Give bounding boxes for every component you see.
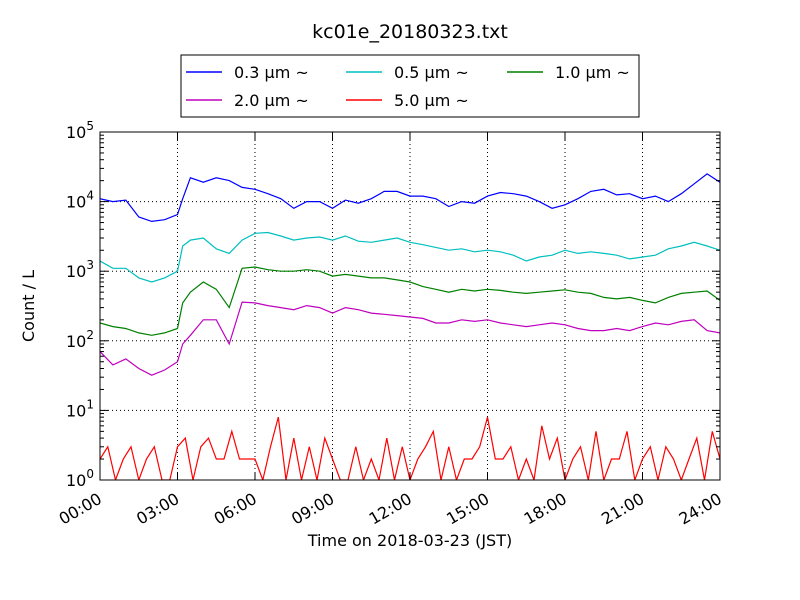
y-tick-label: 102 (66, 328, 94, 351)
series-line-2 (100, 266, 720, 336)
y-tick-label: 101 (66, 397, 94, 420)
y-tick-label: 100 (66, 467, 94, 490)
y-axis-label: Count / L (19, 270, 38, 342)
legend-label: 5.0 μm ~ (394, 91, 469, 110)
legend-label: 0.5 μm ~ (394, 63, 469, 82)
series-line-3 (100, 301, 720, 376)
y-tick-labels: 100 101 102 103 104 105 (66, 119, 94, 490)
legend-label: 0.3 μm ~ (234, 63, 309, 82)
legend-box (180, 54, 640, 118)
series-line-1 (100, 231, 720, 283)
y-tick-label: 103 (66, 258, 94, 281)
grid-lines (100, 132, 720, 480)
chart-title: kc01e_20180323.txt (312, 21, 508, 43)
x-axis-label: Time on 2018-03-23 (JST) (307, 531, 512, 550)
y-tick-label: 105 (66, 119, 94, 142)
y-tick-label: 104 (66, 189, 94, 212)
series-line-0 (100, 173, 720, 223)
axis-ticks (99, 131, 721, 481)
series-lines (100, 173, 720, 480)
series-line-4 (100, 416, 720, 480)
legend: 0.3 μm ~ 0.5 μm ~ 1.0 μm ~ 2.0 μm ~ 5.0 μm ~ (180, 54, 640, 118)
legend-label: 2.0 μm ~ (234, 91, 309, 110)
legend-label: 1.0 μm ~ (555, 63, 630, 82)
